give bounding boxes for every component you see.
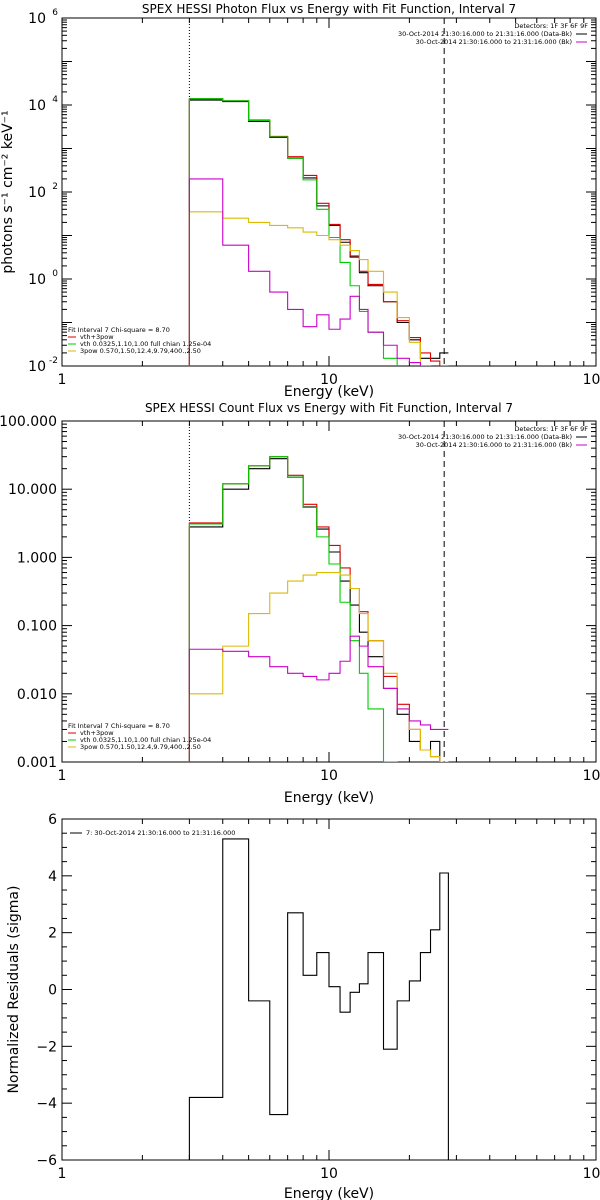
chart-title: SPEX HESSI Photon Flux vs Energy with Fi… xyxy=(142,2,516,16)
legend-entry-label: 30-Oct-2014 21:30:16.000 to 21:31:16.000… xyxy=(398,30,572,38)
y-tick-exponent: 0 xyxy=(52,269,58,279)
y-tick-label: −4 xyxy=(36,1096,57,1112)
y-tick-label: 2 xyxy=(48,926,57,942)
y-tick-label: 0 xyxy=(48,983,57,999)
chart-panel-2: SPEX HESSI Count Flux vs Energy with Fit… xyxy=(0,401,600,806)
y-tick-label: 10.000 xyxy=(8,482,57,498)
legend-entry-label: 7: 30-Oct-2014 21:30:16.000 to 21:31:16.… xyxy=(86,829,235,837)
y-axis-label: photons s⁻¹ cm⁻² keV⁻¹ xyxy=(0,110,16,273)
series-data-bk xyxy=(188,99,449,366)
y-tick-exponent: -2 xyxy=(49,356,58,366)
x-tick-label: 10 xyxy=(320,1166,338,1182)
plot-frame xyxy=(61,420,597,763)
legend-entry-label: vth+3pow xyxy=(80,729,114,737)
legend-entry-label: vth 0.0325,1.10,1.00 full chian 1.25e-04 xyxy=(80,340,211,348)
y-tick-label: 10 xyxy=(28,359,46,375)
y-axis-ticks xyxy=(62,19,596,367)
series-3pow xyxy=(188,211,432,366)
y-tick-label: 0.100 xyxy=(17,619,57,635)
y-tick-exponent: 6 xyxy=(52,8,58,18)
x-axis-label: Energy (keV) xyxy=(284,384,374,400)
y-tick-label: 1.000 xyxy=(17,550,57,566)
x-tick-label: 10 xyxy=(320,768,338,784)
y-tick-label: −6 xyxy=(36,1153,57,1169)
y-tick-label: 0.001 xyxy=(17,755,57,771)
x-tick-label: 10 xyxy=(320,372,338,388)
plot-frame xyxy=(61,17,597,367)
x-tick-label: 1 xyxy=(58,1166,67,1182)
y-axis-ticks xyxy=(62,423,596,763)
series-vth-3pow xyxy=(188,98,449,366)
legend-interval: 7: 30-Oct-2014 21:30:16.000 to 21:31:16.… xyxy=(70,829,235,837)
y-tick-label: 6 xyxy=(48,812,57,828)
x-axis-ticks xyxy=(61,18,597,366)
legend-entry-label: vth 0.0325,1.10,1.00 full chian 1.25e-04 xyxy=(80,736,211,744)
y-tick-exponent: 2 xyxy=(52,182,58,192)
series-vth xyxy=(188,456,398,762)
detectors-label: Detectors: 1F 3F 6F 9F xyxy=(514,425,588,433)
chart-panel-3: 1 10 100 Energy (keV) −6 −4 −2 0 2 4 6 Normalized R… xyxy=(6,812,600,1200)
detectors-label: Detectors: 1F 3F 6F 9F xyxy=(514,22,588,30)
fit-header-label: Fit Interval 7 Chi-square = 8.70 xyxy=(68,326,170,334)
y-tick-label: 10 xyxy=(28,98,46,114)
legend-entry-label: 3pow 0.570,1.50,12.4,9.79,400.,2.50 xyxy=(80,743,201,751)
series-group xyxy=(188,456,449,762)
y-tick-label: 0.010 xyxy=(17,687,57,703)
x-tick-label: 1 xyxy=(58,768,67,784)
y-axis-ticks xyxy=(62,818,596,1161)
legend-entry-label: 3pow 0.570,1.50,12.4,9.79,400.,2.50 xyxy=(80,347,201,355)
series-group xyxy=(188,838,449,1160)
series-7-30-oct-2014-21-30-16-000-to-21-31-16-000 xyxy=(188,838,449,1160)
x-axis-label: Energy (keV) xyxy=(284,790,374,806)
legend-fit: Fit Interval 7 Chi-square = 8.70vth+3pow… xyxy=(68,326,211,355)
chart-panel-1: SPEX HESSI Photon Flux vs Energy with Fi… xyxy=(0,2,600,400)
x-tick-label: 100 xyxy=(583,372,600,388)
series-vth xyxy=(188,98,398,366)
series-data-bk xyxy=(188,458,449,762)
legend-entry-label: 30-Oct-2014 21:30:16.000 to 21:31:16.000… xyxy=(416,441,572,449)
legend-entry-label: 30-Oct-2014 21:30:16.000 to 21:31:16.000… xyxy=(398,433,572,441)
series-bk xyxy=(188,635,449,762)
x-tick-label: 100 xyxy=(583,768,600,784)
series-3pow xyxy=(188,571,449,762)
y-tick-label: 10 xyxy=(28,272,46,288)
y-tick-label: 100.000 xyxy=(0,414,57,430)
legend-entry-label: 30-Oct-2014 21:30:16.000 to 21:31:16.000… xyxy=(416,38,572,46)
x-tick-label: 100 xyxy=(583,1166,600,1182)
y-tick-label: 10 xyxy=(28,185,46,201)
x-axis-ticks xyxy=(61,819,597,1160)
chart-title: SPEX HESSI Count Flux vs Energy with Fit… xyxy=(145,401,513,415)
series-bk xyxy=(188,178,432,366)
y-tick-label: 4 xyxy=(48,869,57,885)
plot-frame xyxy=(61,818,597,1161)
legend-entry-label: vth+3pow xyxy=(80,333,114,341)
legend-fit: Fit Interval 7 Chi-square = 8.70vth+3pow… xyxy=(68,722,211,751)
x-axis-label: Energy (keV) xyxy=(284,1186,374,1200)
x-axis-ticks xyxy=(61,421,597,762)
x-tick-label: 1 xyxy=(58,372,67,388)
y-tick-label: −2 xyxy=(36,1039,57,1055)
y-axis-label: Normalized Residuals (sigma) xyxy=(6,886,22,1094)
y-tick-exponent: 4 xyxy=(52,95,58,105)
y-tick-label: 10 xyxy=(28,11,46,27)
series-group xyxy=(188,98,449,366)
fit-header-label: Fit Interval 7 Chi-square = 8.70 xyxy=(68,722,170,730)
